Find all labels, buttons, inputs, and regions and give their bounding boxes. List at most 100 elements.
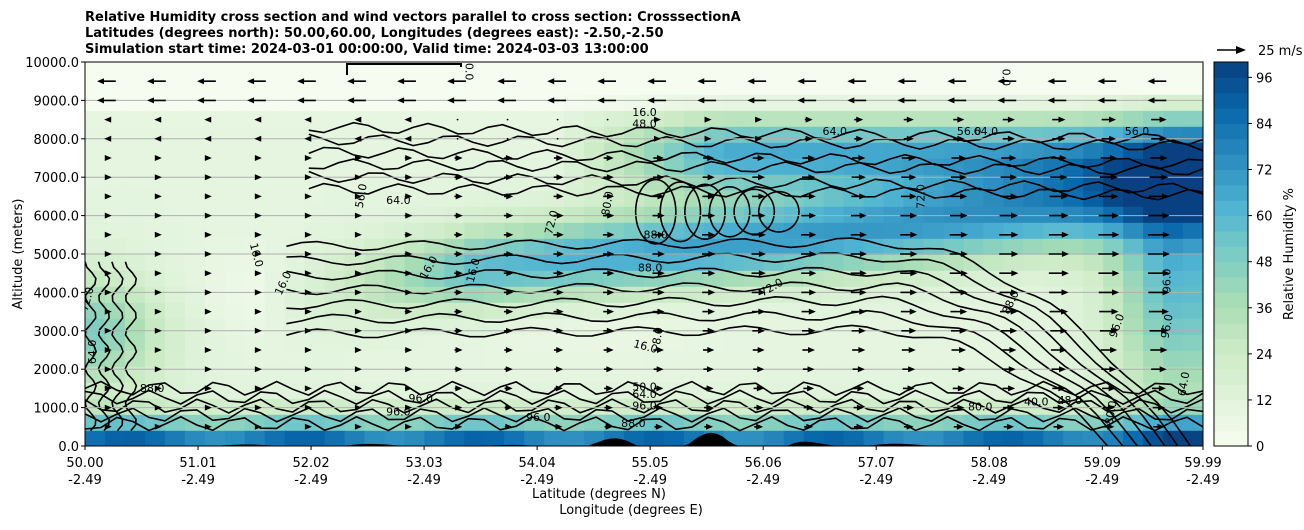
wind-vector-head [104, 231, 112, 238]
rh-cell [164, 142, 186, 159]
rh-cell [1083, 254, 1104, 271]
wind-vector-head [897, 78, 905, 85]
rh-cell [604, 206, 625, 223]
rh-cell [384, 302, 406, 319]
wind-vector-head [304, 327, 312, 334]
rh-cell [743, 238, 765, 255]
colorbar-band [1214, 399, 1248, 416]
colorbar-band [1214, 338, 1248, 355]
rh-cell [564, 414, 585, 431]
rh-cell [1183, 110, 1203, 127]
rh-cell [144, 62, 166, 79]
rh-cell [384, 238, 406, 255]
rh-cell [823, 110, 845, 127]
rh-cell [224, 430, 246, 446]
rh-cell [863, 302, 885, 319]
wind-vector-head [1159, 135, 1167, 142]
colorbar-band [1214, 369, 1248, 386]
wind-key-label: 25 m/s [1258, 44, 1303, 59]
contour-label: 64.0 [823, 125, 848, 138]
rh-cell [364, 382, 386, 399]
wind-vector-head [606, 327, 614, 334]
rh-cell [943, 142, 965, 159]
rh-cell [124, 366, 146, 383]
colorbar-tick-label: 72 [1256, 164, 1273, 179]
wind-vector-head [556, 251, 564, 257]
rh-cell [1103, 174, 1124, 191]
rh-cell [883, 254, 905, 271]
rh-cell [244, 142, 266, 159]
contour-label: 50.0 [632, 380, 657, 393]
rh-cell [244, 254, 266, 271]
rh-cell [863, 238, 885, 255]
rh-cell [424, 414, 446, 431]
rh-cell [464, 62, 486, 79]
rh-cell [224, 382, 246, 399]
rh-cell [164, 318, 186, 335]
rh-cell [524, 270, 545, 287]
rh-cell [264, 350, 286, 367]
rh-cell [823, 430, 845, 446]
rh-cell [624, 286, 645, 303]
rh-cell [624, 78, 645, 95]
rh-cell [484, 110, 506, 127]
rh-cell [763, 94, 785, 111]
rh-cell [1103, 142, 1124, 159]
rh-cell [85, 238, 106, 255]
rh-cell [803, 334, 825, 351]
rh-cell [224, 158, 246, 175]
wind-vector-head [154, 155, 162, 161]
y-tick-label: 0.0 [58, 440, 79, 455]
wind-vector-head [154, 423, 162, 430]
rh-cell [344, 254, 366, 271]
rh-cell [1143, 302, 1164, 319]
wind-vector-head [154, 116, 162, 123]
rh-cell [504, 62, 526, 79]
wind-vector-head [455, 231, 463, 238]
wind-vector-head [657, 308, 665, 315]
rh-cell [324, 430, 346, 446]
wind-vector-head [906, 116, 914, 123]
wind-vector-head [405, 155, 413, 161]
rh-cell [164, 174, 186, 191]
rh-cell [644, 350, 665, 367]
wind-vector-head [304, 308, 312, 315]
rh-cell [184, 366, 206, 383]
wind-vector-head [354, 308, 362, 315]
rh-cell [244, 174, 266, 191]
rh-cell [224, 190, 246, 207]
rh-cell [843, 206, 865, 223]
rh-cell [444, 190, 466, 207]
rh-cell [783, 318, 805, 335]
rh-cell [164, 302, 186, 319]
rh-cell [324, 110, 346, 127]
wind-vector-head [1107, 404, 1115, 411]
rh-cell [983, 222, 1005, 239]
wind-vector-head [959, 327, 967, 334]
rh-cell [324, 78, 346, 95]
rh-cell [1143, 270, 1164, 287]
colorbar-frame [1213, 61, 1249, 447]
rh-cell [604, 350, 625, 367]
rh-cell [903, 94, 925, 111]
rh-cell [1063, 222, 1085, 239]
rh-cell [1063, 302, 1085, 319]
rh-cell [484, 270, 506, 287]
rh-cell [1003, 238, 1025, 255]
rh-cell [264, 158, 286, 175]
wind-vector-head [656, 366, 664, 373]
rh-cell [683, 286, 705, 303]
wind-vector-head [104, 135, 112, 142]
wind-vector-head [908, 366, 916, 373]
rh-cell [124, 190, 146, 207]
wind-vector-head [404, 116, 412, 123]
wind-vector-head [354, 404, 362, 411]
rh-cell [584, 94, 605, 111]
contour-line [286, 324, 1109, 446]
rh-cell [564, 366, 585, 383]
wind-vector-head [1162, 289, 1170, 296]
wind-vector-head [657, 327, 665, 334]
rh-cell [324, 382, 346, 399]
rh-cell [943, 270, 965, 287]
wind-vector-head [204, 174, 212, 181]
